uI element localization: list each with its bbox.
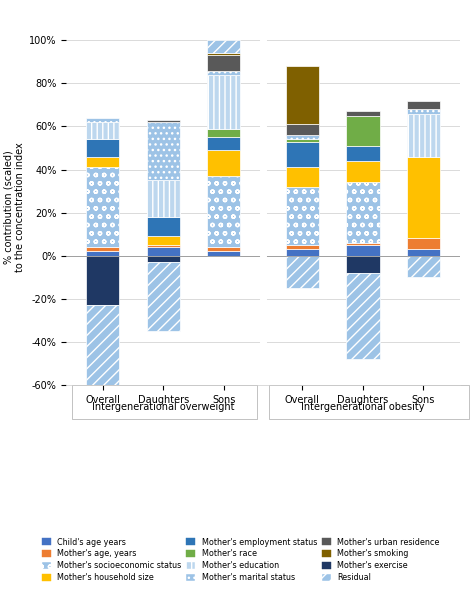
Bar [146, 122, 180, 181]
Bar [286, 66, 319, 124]
Bar [146, 247, 180, 256]
Bar [286, 135, 319, 139]
Bar [207, 247, 240, 252]
Bar [86, 247, 119, 252]
Bar [286, 141, 319, 168]
Text: Intergenerational overweight: Intergenerational overweight [92, 402, 235, 412]
Bar [286, 186, 319, 245]
Bar [407, 110, 440, 114]
Bar [73, 385, 257, 419]
Bar [346, 161, 380, 182]
Bar [407, 249, 440, 256]
Bar [86, 252, 119, 256]
Bar [86, 305, 119, 394]
Legend: Child's age years, Mother's age, years, Mother's socioeconomic status, Mother's : Child's age years, Mother's age, years, … [42, 538, 439, 582]
Bar [207, 40, 240, 53]
Bar [207, 137, 240, 150]
Bar [207, 75, 240, 128]
Bar [207, 70, 240, 75]
Bar [146, 181, 180, 217]
Bar [207, 56, 240, 70]
Bar [346, 243, 380, 245]
Bar [146, 120, 180, 122]
Bar [407, 157, 440, 239]
Bar [346, 146, 380, 161]
Bar [146, 262, 180, 331]
Bar [346, 273, 380, 359]
Bar [86, 256, 119, 305]
Bar [86, 118, 119, 122]
Bar [207, 53, 240, 56]
Bar [207, 128, 240, 137]
Bar [146, 256, 180, 262]
Bar [207, 150, 240, 176]
Bar [86, 168, 119, 247]
Bar [407, 101, 440, 110]
Bar [86, 139, 119, 157]
Bar [346, 245, 380, 256]
Text: Intergenerational obesity: Intergenerational obesity [301, 402, 425, 412]
Bar [207, 252, 240, 256]
Bar [286, 256, 319, 288]
Bar [269, 385, 469, 419]
Bar [86, 157, 119, 168]
Bar [207, 176, 240, 247]
Bar [286, 124, 319, 135]
Bar [346, 111, 380, 115]
Y-axis label: % contribution (scaled)
to the concentration index: % contribution (scaled) to the concentra… [3, 142, 25, 272]
Bar [146, 236, 180, 245]
Bar [286, 168, 319, 186]
Bar [286, 249, 319, 256]
Bar [407, 239, 440, 249]
Bar [346, 256, 380, 273]
Bar [346, 182, 380, 243]
Bar [86, 122, 119, 139]
Bar [286, 139, 319, 141]
Bar [146, 245, 180, 247]
Bar [346, 115, 380, 146]
Bar [286, 245, 319, 249]
Bar [407, 114, 440, 157]
Bar [146, 217, 180, 236]
Bar [407, 256, 440, 277]
